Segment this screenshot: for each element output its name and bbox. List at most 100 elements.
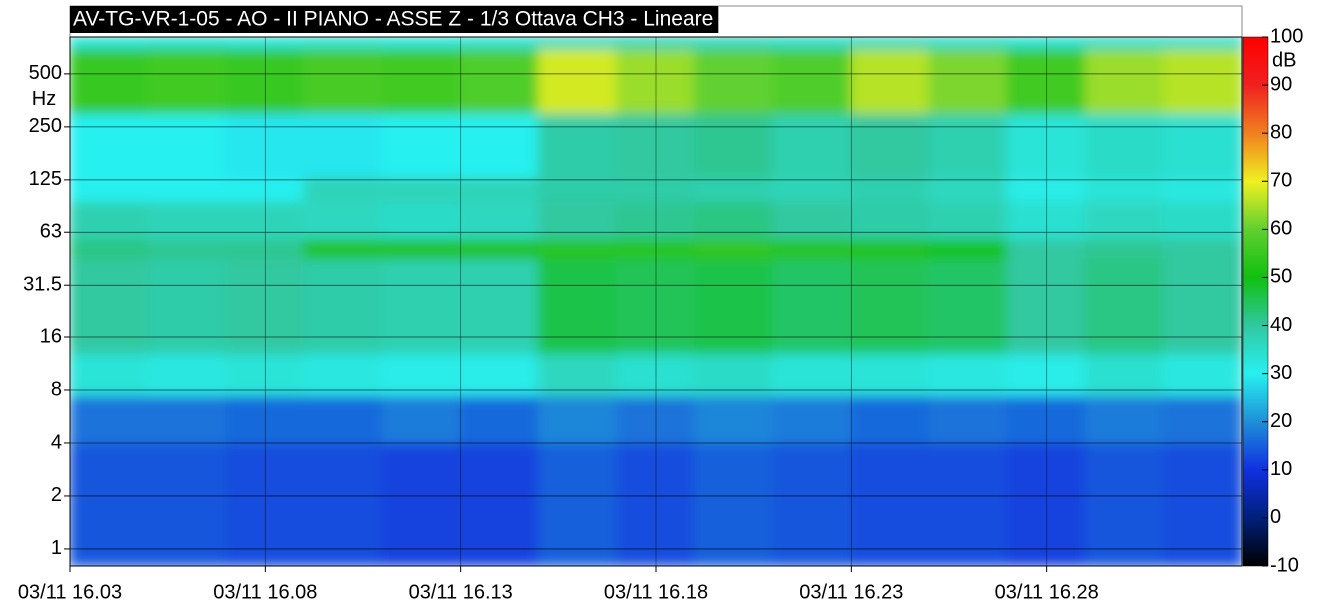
heatmap-cell [1085,257,1165,354]
heatmap-cell [772,442,852,567]
heatmap-cell [538,112,618,178]
heatmap-cell [460,238,540,259]
colorbar-tick-label: 20 [1270,410,1292,432]
heatmap-cell [303,442,383,567]
heatmap-cell [69,394,149,444]
heatmap-cell [1085,238,1165,259]
heatmap-cell [303,36,383,49]
heatmap-cell [147,47,227,114]
heatmap-cell [850,394,930,444]
heatmap-cell [382,238,462,259]
heatmap-cell [69,238,149,259]
heatmap-cell [772,36,852,49]
heatmap-cell [460,112,540,178]
heatmap-cell [694,442,774,567]
heatmap-cell [147,257,227,354]
heatmap-cell [928,200,1008,240]
heatmap-cell [1085,36,1165,49]
heatmap-cell [928,112,1008,178]
heatmap-cell [1163,352,1243,396]
heatmap-cell [1163,36,1243,49]
x-tick-label: 03/11 16.18 [604,581,708,603]
heatmap-cell [69,47,149,114]
heatmap-cell [382,442,462,567]
heatmap-cell [147,352,227,396]
heatmap-cell [147,36,227,49]
heatmap-cell [538,442,618,567]
colorbar-tick-label: 60 [1270,218,1292,240]
heatmap-cell [147,442,227,567]
heatmap-cell [928,352,1008,396]
heatmap-cell [1163,112,1243,178]
y-tick-label: 8 [51,378,62,400]
y-tick-label: 4 [51,431,62,453]
heatmap-cell [382,112,462,178]
colorbar-tick-label: 30 [1270,362,1292,384]
y-tick-label: 2 [51,484,62,506]
heatmap-cell [850,36,930,49]
heatmap-cell [694,352,774,396]
heatmap-cell [1085,442,1165,567]
colorbar-tick-label: 80 [1270,121,1292,143]
heatmap-cell [694,36,774,49]
heatmap-cell [928,394,1008,444]
heatmap-cell [147,238,227,259]
heatmap-cell [850,112,930,178]
heatmap-cell [928,47,1008,114]
chart: AV-TG-VR-1-05 - AO - II PIANO - ASSE Z -… [0,0,1331,612]
y-tick-label: 63 [40,221,62,243]
heatmap-cell [694,200,774,240]
heatmap-cell [303,394,383,444]
heatmap-cell [694,257,774,354]
heatmap-cell [1085,394,1165,444]
y-tick-label: 250 [29,115,62,137]
x-tick-label: 03/11 16.28 [995,581,1099,603]
heatmap-cell [928,257,1008,354]
heatmap-cell [850,257,930,354]
heatmap-cell [772,200,852,240]
y-tick-label: 16 [40,325,62,347]
heatmap-cell [772,257,852,354]
heatmap-cell [69,442,149,567]
heatmap-cell [460,36,540,49]
heatmap-cell [382,257,462,354]
heatmap-cell [382,352,462,396]
heatmap-cell [69,112,149,178]
heatmap-cell [460,394,540,444]
colorbar-tick-label: 90 [1270,73,1292,95]
heatmap-cell [460,47,540,114]
heatmap-cell [382,200,462,240]
heatmap-cell [1163,238,1243,259]
heatmap-cell [303,238,383,259]
colorbar-tick-label: 40 [1270,314,1292,336]
heatmap-cell [69,36,149,49]
heatmap-cell [850,47,930,114]
heatmap-cell [694,238,774,259]
colorbar-unit: dB [1272,49,1296,71]
heatmap-cell [303,112,383,178]
y-tick-label: 1 [51,537,62,559]
heatmap-cell [772,238,852,259]
heatmap-cell [694,394,774,444]
heatmap-cell [772,352,852,396]
heatmap-cell [460,257,540,354]
heatmap-cell [1163,257,1243,354]
colorbar-tick-label: 10 [1270,458,1292,480]
heatmap-cell [850,200,930,240]
heatmap-cell [538,238,618,259]
heatmap-cell [303,257,383,354]
heatmap-cell [850,238,930,259]
y-tick-label: 500 [29,62,62,84]
colorbar-tick-label: 50 [1270,266,1292,288]
heatmap-cell [694,112,774,178]
heatmap-cell [538,352,618,396]
x-tick-label: 03/11 16.13 [409,581,513,603]
heatmap-cell [382,394,462,444]
heatmap-cell [928,442,1008,567]
heatmap-cell [850,442,930,567]
heatmap-cell [538,394,618,444]
heatmap-cell [1163,442,1243,567]
heatmap-cell [1163,47,1243,114]
y-tick-label: 31.5 [23,273,62,295]
heatmap-cell [538,257,618,354]
